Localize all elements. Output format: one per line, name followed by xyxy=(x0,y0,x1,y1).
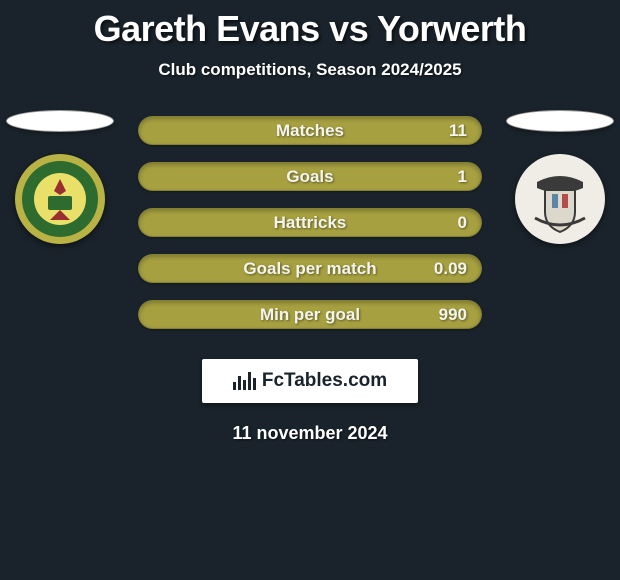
right-club-badge xyxy=(515,154,605,244)
page-title: Gareth Evans vs Yorwerth xyxy=(0,0,620,50)
stat-bar: Hattricks 0 xyxy=(138,208,482,237)
stat-bar: Min per goal 990 xyxy=(138,300,482,329)
left-flag xyxy=(6,110,114,132)
left-player-column xyxy=(0,110,120,244)
stat-label: Hattricks xyxy=(274,213,347,233)
stat-bar: Goals 1 xyxy=(138,162,482,191)
stat-bars: Matches 11 Goals 1 Hattricks 0 Goals per match… xyxy=(138,116,482,329)
stat-label: Goals xyxy=(286,167,333,187)
stat-label: Goals per match xyxy=(243,259,376,279)
subtitle: Club competitions, Season 2024/2025 xyxy=(0,60,620,80)
stat-value-right: 0 xyxy=(458,213,467,233)
right-flag xyxy=(506,110,614,132)
bar-chart-icon xyxy=(233,372,256,390)
stat-label: Min per goal xyxy=(260,305,360,325)
comparison-panel: Matches 11 Goals 1 Hattricks 0 Goals per match… xyxy=(0,116,620,444)
stat-label: Matches xyxy=(276,121,344,141)
source-banner: FcTables.com xyxy=(202,359,418,403)
stat-value-right: 11 xyxy=(449,121,467,141)
footer-date: 11 november 2024 xyxy=(0,423,620,444)
stat-value-right: 0.09 xyxy=(434,259,467,279)
banner-text: FcTables.com xyxy=(262,370,387,392)
stat-value-right: 1 xyxy=(458,167,467,187)
right-badge-icon xyxy=(515,154,605,244)
stat-bar: Matches 11 xyxy=(138,116,482,145)
right-player-column xyxy=(500,110,620,244)
stat-value-right: 990 xyxy=(439,305,467,325)
left-club-badge xyxy=(15,154,105,244)
left-badge-icon xyxy=(15,154,105,244)
stat-bar: Goals per match 0.09 xyxy=(138,254,482,283)
